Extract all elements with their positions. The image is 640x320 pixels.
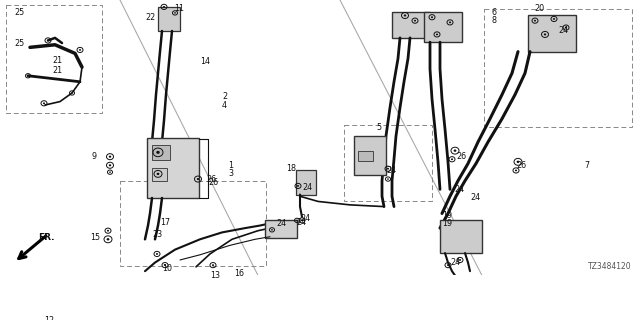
Text: 4: 4 (222, 100, 227, 109)
Text: 19: 19 (442, 219, 452, 228)
Text: 5: 5 (376, 123, 381, 132)
Text: 26: 26 (208, 178, 218, 187)
Circle shape (414, 20, 416, 21)
Text: 26: 26 (456, 152, 466, 161)
Text: 12: 12 (44, 316, 54, 320)
Text: 6: 6 (492, 8, 497, 17)
Text: 1: 1 (228, 161, 233, 170)
Bar (152, 168, 167, 181)
Circle shape (436, 34, 438, 35)
Text: 3: 3 (228, 169, 233, 178)
Circle shape (157, 173, 159, 175)
Circle shape (79, 49, 81, 51)
Circle shape (404, 14, 406, 17)
Text: 24: 24 (276, 219, 286, 228)
Circle shape (447, 264, 449, 266)
Bar (392, 12, 430, 38)
Bar (265, 220, 297, 238)
Circle shape (174, 12, 176, 14)
Circle shape (156, 253, 158, 255)
Circle shape (107, 230, 109, 232)
Bar (440, 220, 482, 253)
Text: 14: 14 (200, 58, 210, 67)
Bar (484, 9, 632, 127)
Text: 26: 26 (206, 174, 216, 184)
Circle shape (387, 168, 389, 170)
Circle shape (164, 264, 166, 266)
Bar (158, 7, 180, 31)
Circle shape (451, 158, 453, 160)
Bar (147, 138, 199, 198)
Bar (120, 181, 266, 266)
Text: 22: 22 (145, 13, 156, 22)
Circle shape (196, 178, 199, 180)
Circle shape (27, 75, 29, 76)
Text: 21: 21 (52, 56, 62, 65)
Circle shape (553, 18, 555, 20)
Bar (296, 171, 316, 195)
Text: 18: 18 (286, 164, 296, 173)
Text: 24: 24 (450, 258, 460, 267)
Text: 25: 25 (14, 8, 24, 17)
Text: FR.: FR. (38, 233, 54, 242)
Text: 19: 19 (442, 211, 452, 220)
Bar (354, 136, 386, 175)
Circle shape (515, 170, 517, 171)
Circle shape (565, 27, 567, 28)
Text: 25: 25 (14, 38, 24, 48)
Circle shape (431, 16, 433, 18)
Bar (344, 125, 432, 201)
Text: 24: 24 (302, 183, 312, 192)
Text: TZ3484120: TZ3484120 (588, 262, 632, 271)
Text: 20: 20 (534, 4, 544, 13)
Circle shape (109, 156, 111, 158)
Bar (528, 15, 576, 52)
Text: 13: 13 (210, 271, 220, 280)
Text: 24: 24 (386, 166, 396, 175)
Circle shape (71, 92, 73, 94)
Circle shape (454, 149, 456, 152)
Text: 8: 8 (492, 16, 497, 25)
Circle shape (387, 178, 389, 180)
Text: 24: 24 (470, 194, 480, 203)
Text: 16: 16 (234, 269, 244, 278)
Circle shape (459, 259, 461, 261)
Text: 9: 9 (92, 152, 97, 161)
Circle shape (544, 33, 546, 36)
Circle shape (296, 220, 298, 221)
Text: 7: 7 (584, 161, 589, 170)
Bar (358, 151, 373, 161)
Circle shape (297, 185, 299, 187)
Text: 24: 24 (558, 27, 568, 36)
Circle shape (271, 229, 273, 231)
Circle shape (156, 151, 160, 154)
Circle shape (212, 264, 214, 266)
Text: 26: 26 (516, 161, 526, 170)
Circle shape (301, 220, 303, 221)
Text: 21: 21 (52, 66, 62, 75)
Bar (424, 12, 462, 42)
Text: 11: 11 (174, 4, 184, 13)
Circle shape (109, 172, 111, 173)
Circle shape (47, 40, 49, 41)
Circle shape (534, 20, 536, 21)
Text: 24: 24 (296, 218, 306, 227)
Bar (152, 145, 170, 160)
Text: 10: 10 (162, 264, 172, 273)
Text: 17: 17 (160, 218, 170, 227)
Circle shape (107, 238, 109, 241)
Circle shape (516, 161, 520, 163)
Bar (6, 5, 102, 113)
Text: 24: 24 (300, 214, 310, 223)
Text: 15: 15 (90, 233, 100, 242)
Circle shape (163, 6, 165, 8)
Circle shape (109, 164, 111, 166)
Circle shape (449, 21, 451, 23)
Text: 2: 2 (222, 92, 227, 101)
Circle shape (43, 102, 45, 104)
Text: 23: 23 (152, 230, 162, 239)
Text: 24: 24 (454, 185, 464, 194)
